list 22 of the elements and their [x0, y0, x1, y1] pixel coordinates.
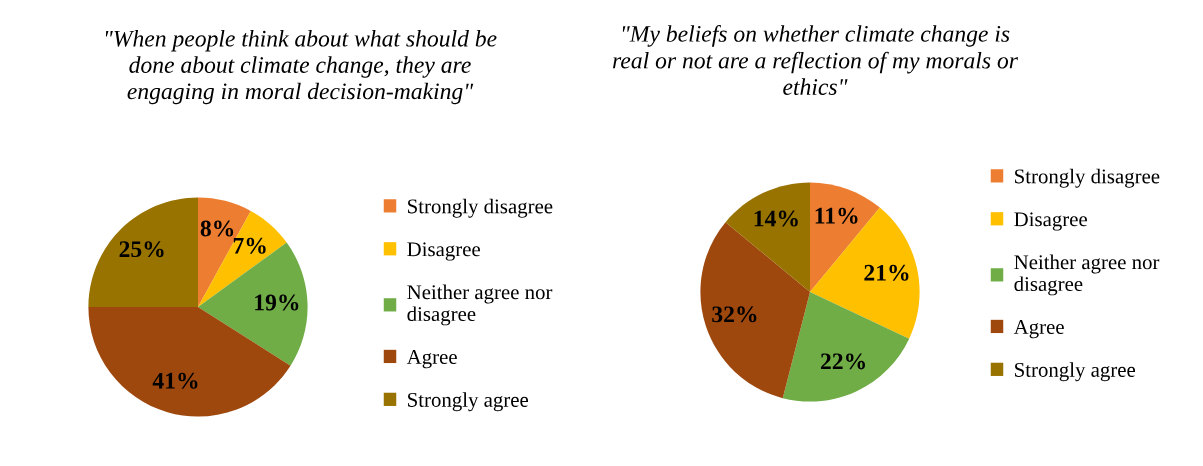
- data-label: 11%: [815, 207, 858, 224]
- legend-label: Agree: [1013, 320, 1064, 339]
- data-label: 14%: [754, 210, 798, 227]
- legend-label: Disagree: [1014, 212, 1087, 231]
- data-label: 21%: [864, 264, 909, 281]
- data-label: 32%: [712, 306, 757, 323]
- legend-label: Neither agree nor disagree: [407, 284, 553, 326]
- legend-label: Strongly agree: [1015, 362, 1136, 382]
- legend-label: Strongly agree: [408, 392, 529, 412]
- legend-label: Disagree: [407, 242, 480, 261]
- data-label: 22%: [820, 353, 865, 370]
- legend-label: Neither agree nor disagree: [1014, 254, 1160, 296]
- data-label: 8%: [200, 220, 234, 237]
- chart-title: "My beliefs on whether climate change is real or not are a reflection of my morals or ethics": [612, 25, 1019, 95]
- chart-title: "When people think about what should be done about climate change, they are engaging in moral decision-making": [105, 30, 497, 105]
- legend-label: Strongly disagree: [1015, 168, 1160, 188]
- data-label: 19%: [255, 294, 299, 311]
- legend-label: Strongly disagree: [408, 198, 553, 218]
- legend-label: Agree: [406, 350, 457, 369]
- data-label: 41%: [152, 372, 198, 389]
- data-label: 7%: [233, 237, 266, 254]
- data-label: 25%: [119, 241, 164, 258]
